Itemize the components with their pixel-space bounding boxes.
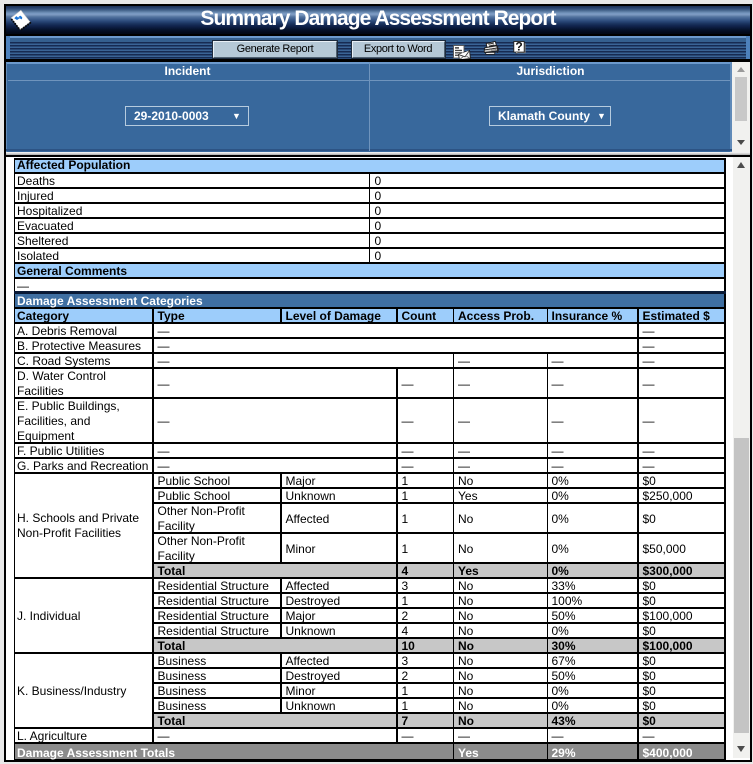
svg-text:?: ?	[515, 41, 522, 54]
